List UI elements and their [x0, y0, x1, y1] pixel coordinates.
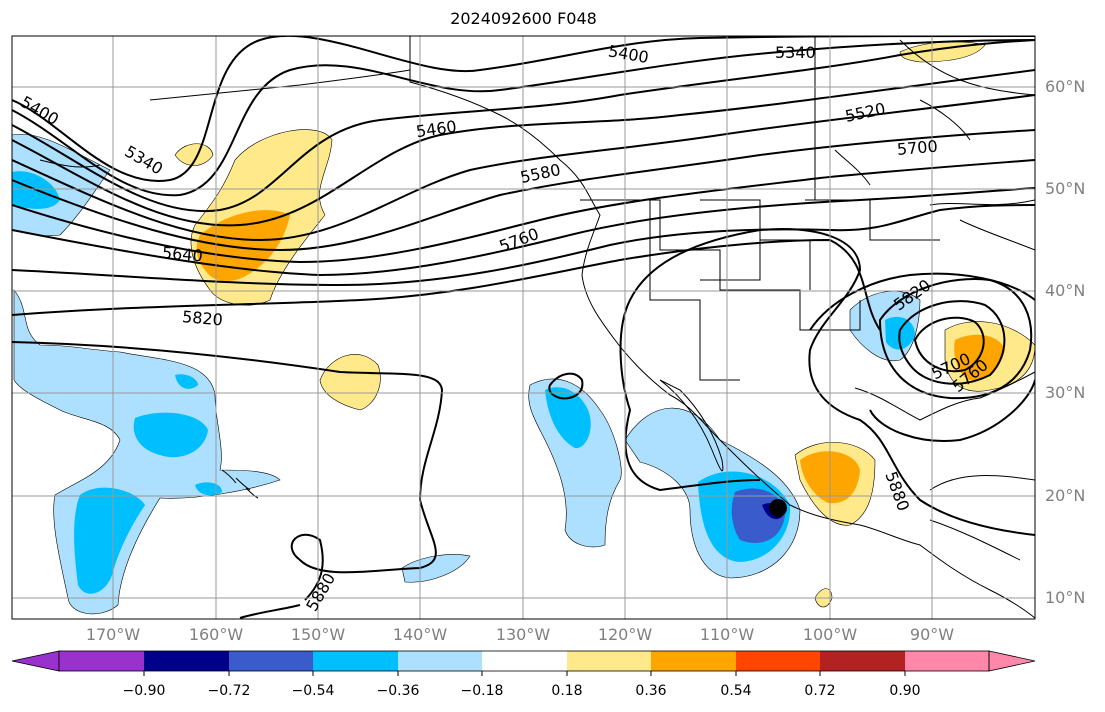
- contour-label: 5460: [415, 117, 458, 141]
- lon-label-130w: 130°W: [495, 625, 551, 644]
- colorbar-tick-label: −0.54: [291, 683, 335, 699]
- contour-label: 5340: [775, 43, 816, 62]
- lat-label-40n: 40°N: [1045, 281, 1086, 300]
- colorbar-segment: [567, 651, 651, 671]
- coastlines: [39, 36, 1035, 619]
- colorbar-segment: [144, 651, 229, 671]
- lon-label-150w: 150°W: [290, 625, 346, 644]
- colorbar-right-arrow: [988, 650, 1036, 672]
- colorbar-segment: [482, 651, 567, 671]
- negative-anomaly-region: [545, 387, 591, 449]
- colorbar-frame: [58, 650, 990, 672]
- contour-label: 5820: [181, 307, 223, 329]
- storm-center-marker: [769, 499, 787, 517]
- colorbar-segment: [820, 651, 905, 671]
- lon-label-90w: 90°W: [909, 625, 955, 644]
- colorbar-tick-label: −0.90: [122, 683, 166, 699]
- contour-label: 5400: [607, 41, 650, 67]
- contour-label: 5520: [843, 99, 887, 126]
- colorbar-segment: [313, 651, 398, 671]
- colorbar-tick-label: 0.54: [720, 683, 752, 699]
- contour-label: 5700: [896, 136, 938, 158]
- colorbar-tick-label: 0.90: [889, 683, 921, 699]
- negative-anomaly-region: [195, 482, 222, 496]
- contour-label: 5880: [302, 570, 339, 615]
- colorbar-segment: [398, 651, 482, 671]
- height-contours: [12, 36, 1035, 619]
- lat-lon-grid: [12, 36, 1035, 619]
- lon-label-110w: 110°W: [699, 625, 755, 644]
- colorbar-left-arrow: [11, 650, 60, 672]
- colorbar-tick-label: 0.72: [804, 683, 836, 699]
- colorbar-tick-label: −0.72: [207, 683, 251, 699]
- lon-label-100w: 100°W: [802, 625, 858, 644]
- lon-label-120w: 120°W: [597, 625, 653, 644]
- colorbar-tick-label: 0.18: [551, 683, 583, 699]
- positive-anomaly-region: [196, 210, 290, 282]
- lat-label-60n: 60°N: [1045, 77, 1086, 96]
- colorbar: [11, 650, 1036, 676]
- colorbar-tick-label: −0.36: [376, 683, 420, 699]
- colorbar-segment: [905, 651, 989, 671]
- negative-anomaly-region: [528, 378, 622, 548]
- lon-label-160w: 160°W: [188, 625, 244, 644]
- positive-anomaly-region: [174, 143, 214, 166]
- map-frame: [11, 35, 1036, 620]
- contour-label: 5580: [518, 160, 562, 187]
- colorbar-tick-label: −0.18: [460, 683, 504, 699]
- contour-label: 5340: [121, 142, 166, 179]
- negative-anomaly-region: [13, 289, 281, 615]
- lon-label-140w: 140°W: [392, 625, 448, 644]
- map-title: 2024092600 F048: [450, 9, 597, 28]
- negative-anomaly-region: [74, 487, 145, 594]
- colorbar-segment: [229, 651, 313, 671]
- colorbar-segment: [736, 651, 820, 671]
- negative-anomaly-region: [133, 412, 208, 458]
- colorbar-tick-label: 0.36: [635, 683, 667, 699]
- contour-label: 5880: [881, 469, 913, 514]
- lat-label-50n: 50°N: [1045, 179, 1086, 198]
- contour-label: 5400: [17, 92, 62, 129]
- lat-label-30n: 30°N: [1045, 383, 1086, 402]
- positive-anomaly-region: [319, 354, 381, 411]
- contour-label: 5640: [161, 243, 203, 265]
- anomaly-fill-regions: [12, 41, 1035, 615]
- colorbar-segment: [59, 651, 144, 671]
- negative-anomaly-region: [175, 374, 198, 389]
- lat-label-20n: 20°N: [1045, 486, 1086, 505]
- lat-label-10n: 10°N: [1045, 588, 1086, 607]
- colorbar-segment: [651, 651, 736, 671]
- lon-label-170w: 170°W: [85, 625, 141, 644]
- negative-anomaly-region: [401, 554, 471, 583]
